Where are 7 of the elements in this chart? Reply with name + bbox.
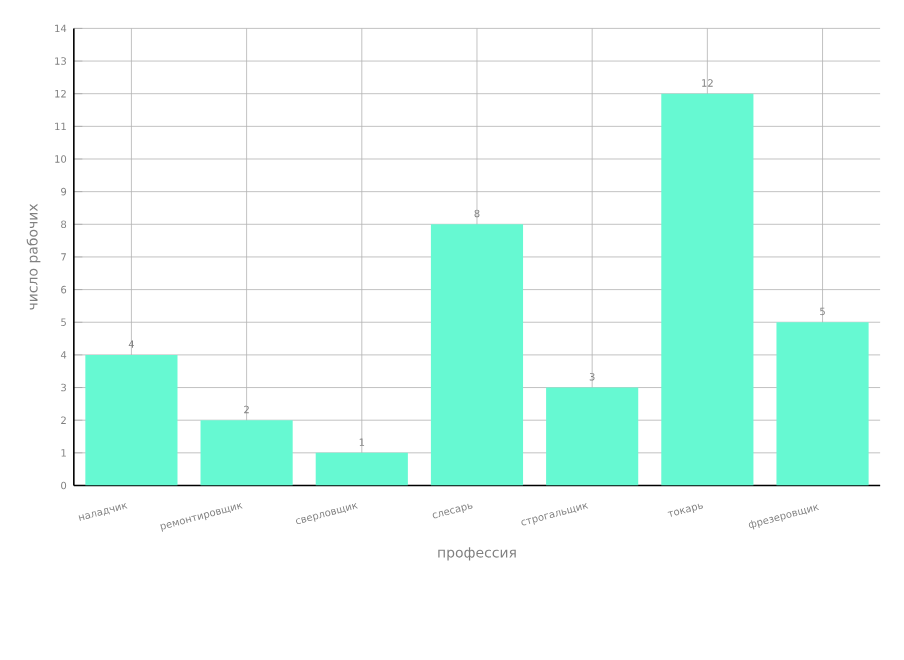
bar	[661, 93, 754, 486]
bar	[315, 452, 408, 486]
bar	[546, 387, 639, 486]
bar	[776, 322, 869, 486]
bar	[430, 224, 524, 486]
bar	[85, 354, 178, 486]
bar	[200, 420, 293, 486]
